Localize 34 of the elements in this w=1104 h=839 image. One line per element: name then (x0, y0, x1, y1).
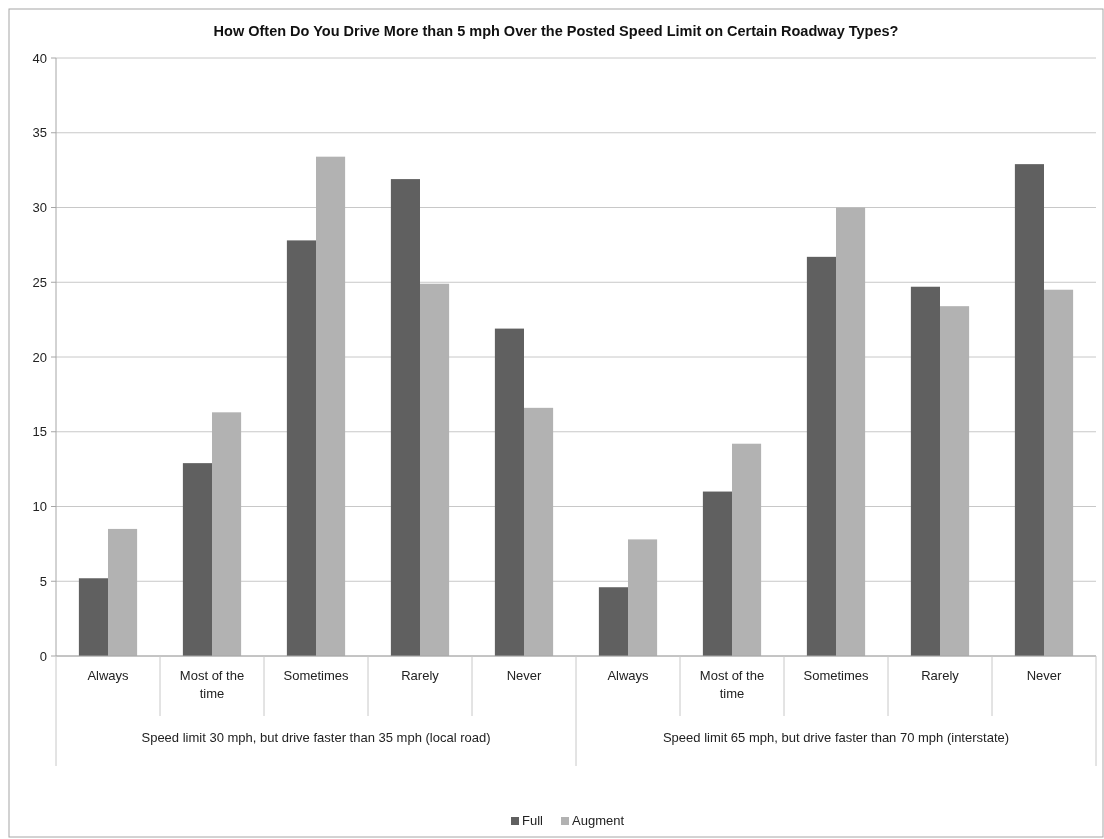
legend-label: Augment (572, 813, 625, 828)
x-tick-label: Always (607, 668, 650, 683)
bar (598, 587, 628, 656)
bar (494, 328, 524, 656)
bar (702, 491, 732, 656)
y-tick-label: 15 (32, 424, 47, 440)
bar (1014, 164, 1044, 656)
bar (910, 286, 940, 656)
y-tick-label: 35 (32, 125, 47, 141)
bar (806, 256, 836, 656)
x-tick-label: Always (87, 668, 130, 683)
y-tick-label: 5 (39, 573, 47, 589)
x-tick-label: Most of the time (699, 668, 765, 701)
x-tick-label: Never (1026, 668, 1062, 683)
bar (286, 240, 316, 656)
x-tick-label: Most of the time (179, 668, 245, 701)
x-tick-label: Sometimes (283, 668, 349, 683)
text: Speed limit 65 mph, but drive faster than 70 mph (interstate) (662, 730, 1010, 745)
y-tick-label: 20 (32, 349, 47, 365)
y-tick-label: 0 (39, 648, 47, 664)
text: Speed limit 30 mph, but drive faster than 35 mph (local road) (141, 730, 491, 745)
bar (390, 179, 420, 656)
x-tick-label: Sometimes (803, 668, 869, 683)
x-tick-label: Rarely (921, 668, 960, 683)
y-tick-label: 30 (32, 200, 47, 216)
bar (78, 578, 108, 656)
x-tick-label: Never (506, 668, 542, 683)
y-tick-label: 40 (32, 50, 47, 66)
chart-title: How Often Do You Drive More than 5 mph Over the Posted Speed Limit on Certain Roadway Types? (213, 23, 899, 39)
bar (182, 463, 212, 656)
y-tick-label: 25 (32, 274, 47, 290)
legend-label: Full (522, 813, 544, 828)
y-tick-label: 10 (32, 499, 47, 515)
x-tick-label: Rarely (401, 668, 440, 683)
